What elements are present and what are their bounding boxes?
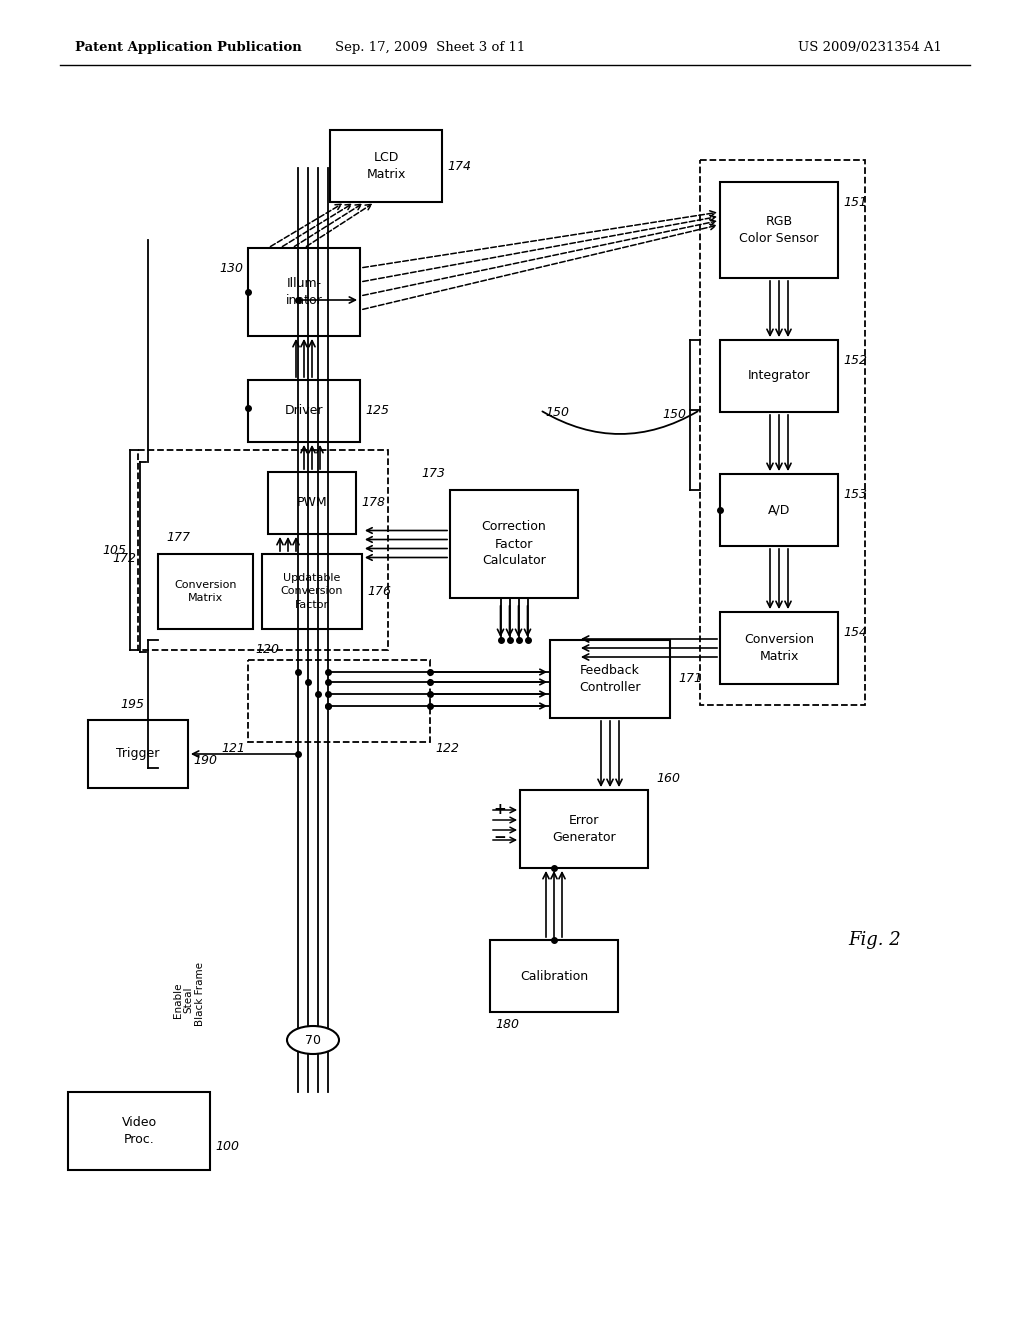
Text: 122: 122 — [435, 742, 459, 755]
Text: Integrator: Integrator — [748, 370, 810, 383]
Text: Error
Generator: Error Generator — [552, 814, 615, 843]
Text: Updatable
Conversion
Factor: Updatable Conversion Factor — [281, 573, 343, 610]
Text: 153: 153 — [843, 487, 867, 500]
Text: 100: 100 — [215, 1140, 239, 1154]
Text: 130: 130 — [219, 261, 243, 275]
Text: RGB
Color Sensor: RGB Color Sensor — [739, 215, 819, 246]
Text: A/D: A/D — [768, 503, 791, 516]
FancyBboxPatch shape — [68, 1092, 210, 1170]
Text: 150: 150 — [662, 408, 686, 421]
FancyBboxPatch shape — [520, 789, 648, 869]
Text: Conversion
Matrix: Conversion Matrix — [744, 634, 814, 663]
FancyBboxPatch shape — [248, 380, 360, 442]
FancyBboxPatch shape — [550, 640, 670, 718]
Text: Sep. 17, 2009  Sheet 3 of 11: Sep. 17, 2009 Sheet 3 of 11 — [335, 41, 525, 54]
FancyBboxPatch shape — [720, 341, 838, 412]
Ellipse shape — [287, 1026, 339, 1053]
FancyBboxPatch shape — [158, 554, 253, 630]
Text: 150: 150 — [545, 405, 569, 418]
Text: 178: 178 — [361, 496, 385, 510]
FancyBboxPatch shape — [262, 554, 362, 630]
Text: 154: 154 — [843, 626, 867, 639]
Text: −: − — [494, 830, 507, 846]
Text: 177: 177 — [166, 531, 190, 544]
Text: 121: 121 — [221, 742, 245, 755]
Text: Patent Application Publication: Patent Application Publication — [75, 41, 302, 54]
Text: Steal: Steal — [183, 987, 193, 1014]
FancyBboxPatch shape — [450, 490, 578, 598]
Text: 176: 176 — [367, 585, 391, 598]
FancyBboxPatch shape — [720, 182, 838, 279]
Text: PWM: PWM — [297, 496, 328, 510]
Text: Video
Proc.: Video Proc. — [122, 1115, 157, 1146]
Text: 180: 180 — [495, 1018, 519, 1031]
FancyBboxPatch shape — [330, 129, 442, 202]
Text: 171: 171 — [678, 672, 702, 685]
FancyBboxPatch shape — [720, 474, 838, 546]
Text: +: + — [494, 803, 507, 817]
Text: 195: 195 — [120, 697, 144, 710]
FancyBboxPatch shape — [720, 612, 838, 684]
Text: 174: 174 — [447, 160, 471, 173]
Text: Fig. 2: Fig. 2 — [848, 931, 901, 949]
Text: US 2009/0231354 A1: US 2009/0231354 A1 — [798, 41, 942, 54]
Text: Calibration: Calibration — [520, 969, 588, 982]
Text: 105: 105 — [102, 544, 126, 557]
Text: LCD
Matrix: LCD Matrix — [367, 150, 406, 181]
Text: Black Frame: Black Frame — [195, 962, 205, 1026]
Text: Correction
Factor
Calculator: Correction Factor Calculator — [481, 520, 547, 568]
Text: Illum-
inator: Illum- inator — [286, 277, 323, 308]
Text: 120: 120 — [255, 643, 279, 656]
FancyBboxPatch shape — [268, 473, 356, 535]
Text: 190: 190 — [193, 754, 217, 767]
Text: 173: 173 — [421, 467, 445, 480]
Text: 125: 125 — [365, 404, 389, 417]
Text: Feedback
Controller: Feedback Controller — [580, 664, 641, 694]
Text: Driver: Driver — [285, 404, 324, 417]
Text: 151: 151 — [843, 195, 867, 209]
FancyBboxPatch shape — [88, 719, 188, 788]
Text: 70: 70 — [305, 1034, 321, 1047]
Text: Conversion
Matrix: Conversion Matrix — [174, 579, 237, 603]
FancyBboxPatch shape — [248, 248, 360, 337]
Text: Trigger: Trigger — [117, 747, 160, 760]
Text: 160: 160 — [656, 772, 680, 785]
Text: 152: 152 — [843, 354, 867, 367]
Text: 172: 172 — [112, 552, 136, 565]
Text: Enable: Enable — [173, 982, 183, 1018]
FancyBboxPatch shape — [490, 940, 618, 1012]
